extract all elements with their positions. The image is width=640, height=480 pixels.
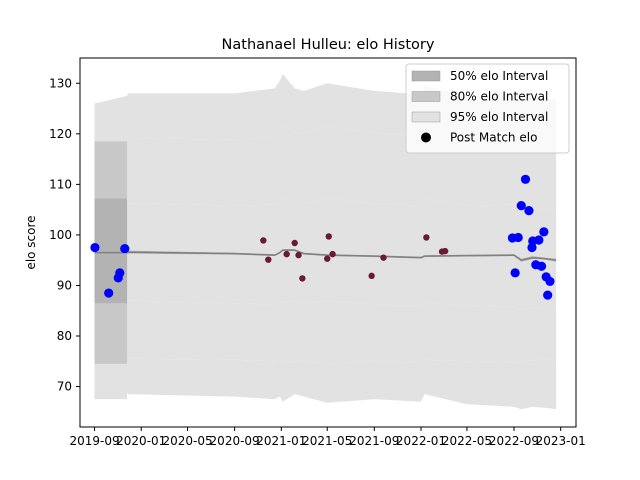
post-match-point	[115, 268, 125, 278]
post-match-point	[380, 254, 387, 261]
post-match-point	[90, 242, 100, 253]
legend-label: 80% elo Interval	[450, 90, 548, 104]
post-match-point	[513, 232, 523, 243]
legend-marker	[421, 132, 431, 143]
x-tick-label: 2023-01	[536, 434, 586, 448]
post-match-point	[520, 174, 531, 184]
post-match-point	[510, 268, 520, 278]
y-axis-title: elo score	[24, 215, 38, 269]
post-match-point	[536, 261, 547, 271]
post-match-point	[539, 227, 549, 237]
y-axis-ticks: 70 80 90 100 110 120 130	[49, 76, 80, 394]
x-tick-label: 2022-05	[442, 434, 492, 448]
post-match-point	[104, 288, 114, 298]
post-match-point	[534, 235, 544, 245]
chart-title: Nathanael Hulleu: elo History	[222, 37, 435, 53]
y-tick-label: 110	[49, 177, 72, 191]
post-match-point	[543, 290, 553, 300]
legend-label: 95% elo Interval	[450, 110, 548, 124]
post-match-point	[368, 272, 375, 280]
post-match-point	[325, 233, 332, 240]
band-95-lower	[94, 300, 557, 364]
post-match-points	[90, 174, 555, 300]
y-tick-label: 130	[49, 76, 72, 90]
post-match-point	[260, 237, 267, 244]
post-match-point	[524, 206, 534, 216]
post-match-point	[265, 256, 272, 263]
post-match-point	[516, 201, 526, 211]
y-tick-label: 100	[49, 228, 72, 242]
y-tick-label: 80	[57, 329, 72, 343]
mean-elo-line	[94, 249, 557, 261]
band-80-upper	[94, 197, 557, 259]
post-match-point	[441, 247, 449, 255]
post-match-point	[545, 276, 555, 287]
post-match-point	[291, 239, 298, 247]
post-match-point	[329, 250, 336, 258]
x-tick-label: 2021-09	[349, 434, 399, 448]
band-80-lower	[94, 251, 557, 310]
legend-label: 50% elo Interval	[450, 69, 548, 83]
legend-swatch	[411, 111, 441, 123]
post-match-point	[283, 250, 290, 258]
x-tick-label: 2021-05	[302, 434, 352, 448]
legend-swatch	[411, 91, 441, 102]
legend-swatch	[411, 70, 441, 82]
post-match-point	[423, 234, 430, 241]
post-match-point	[295, 251, 302, 259]
plot-frame	[79, 57, 577, 428]
x-tick-label: 2022-01	[396, 434, 446, 448]
y-tick-label: 90	[57, 278, 72, 292]
legend-label: Post Match elo	[450, 131, 537, 145]
outer-lower-band	[94, 358, 557, 410]
x-tick-label: 2022-09	[489, 434, 539, 448]
post-match-point	[120, 243, 130, 254]
post-match-point	[299, 275, 306, 282]
mean-elo-line-group	[94, 249, 557, 261]
x-tick-label: 2020-01	[116, 434, 166, 448]
y-tick-label: 70	[57, 380, 72, 394]
x-tick-label: 2020-05	[162, 434, 212, 448]
legend: 50% elo Interval 80% elo Interval 95% elo …	[405, 63, 570, 154]
x-tick-label: 2021-01	[256, 434, 306, 448]
legend-box	[405, 63, 570, 154]
y-tick-label: 120	[49, 127, 72, 141]
x-tick-label: 2020-09	[210, 434, 260, 448]
x-tick-label: 2019-09	[69, 434, 119, 448]
x-axis-ticks: 2019-092020-012020-052020-092021-012021-…	[69, 427, 586, 448]
post-match-point	[324, 255, 331, 262]
